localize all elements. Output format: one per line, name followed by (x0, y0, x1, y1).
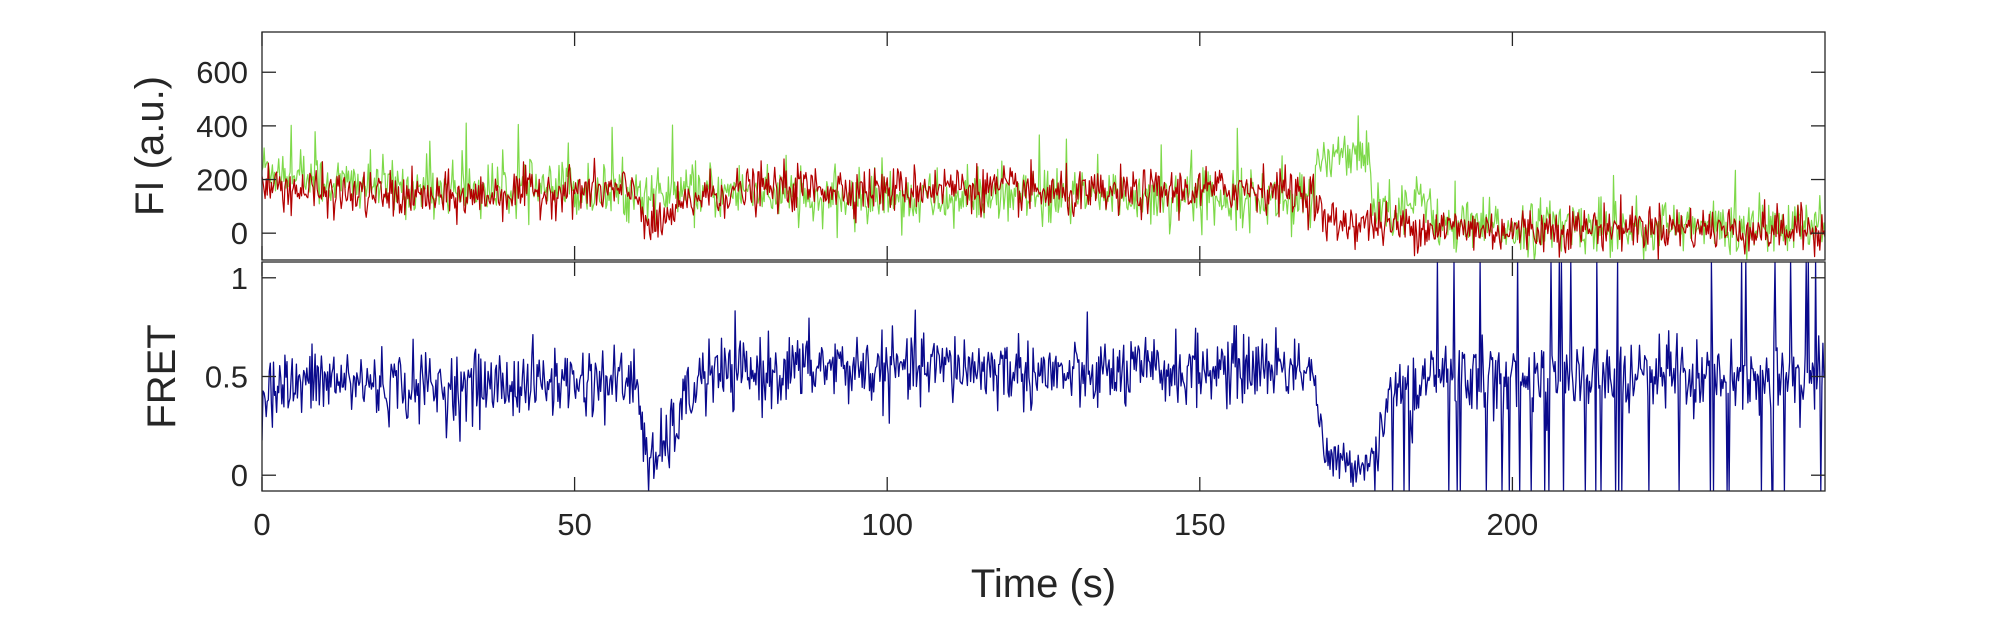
frame-layer (261, 31, 1826, 492)
text-layer: 0 200 400 600 FI (a.u.) 0 0.5 1 0 50 100 150 200 FRET… (128, 55, 1538, 606)
x-tick-label: 200 (1487, 507, 1539, 542)
plot-layer (262, 115, 1825, 491)
panel-2-traces (262, 262, 1825, 491)
y-tick-label: 200 (196, 163, 248, 198)
x-tick-label: 50 (557, 507, 591, 542)
x-tick-label: 0 (253, 507, 270, 542)
panel-1-traces (262, 115, 1825, 260)
y-tick-label: 0 (231, 216, 248, 251)
y-tick-label: 600 (196, 55, 248, 90)
x-tick-label: 100 (861, 507, 913, 542)
fret-trace (262, 262, 1825, 491)
panel-1-frame (261, 31, 1826, 261)
x-tick-label: 150 (1174, 507, 1226, 542)
y-tick-label: 0.5 (205, 360, 248, 395)
acceptor-trace (262, 157, 1825, 260)
y-axis-label: FI (a.u.) (128, 76, 172, 216)
y-tick-label: 1 (231, 261, 248, 296)
x-axis-label: Time (s) (971, 562, 1116, 606)
y-axis-label: FRET (140, 324, 184, 428)
y-tick-label: 0 (231, 458, 248, 493)
y-tick-label: 400 (196, 109, 248, 144)
